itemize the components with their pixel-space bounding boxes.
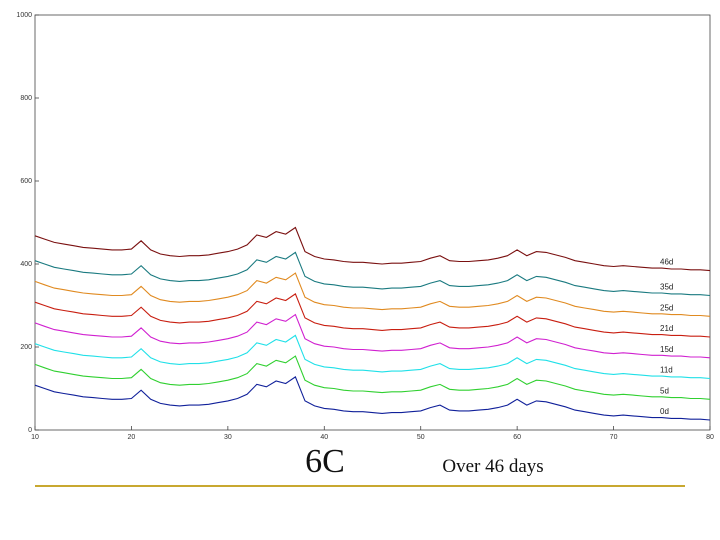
series-line	[34, 272, 711, 317]
chart-subtitle: Over 46 days	[442, 456, 543, 477]
y-tick-label: 0	[28, 427, 32, 434]
series-label: 25d	[660, 303, 673, 312]
x-tick-label: 80	[706, 434, 714, 441]
series-label: 5d	[660, 386, 669, 395]
series-line	[34, 334, 711, 380]
series-line	[34, 251, 711, 297]
x-tick-label: 40	[320, 434, 328, 441]
x-tick-label: 30	[224, 434, 232, 441]
series-label: 46d	[660, 258, 673, 267]
series-line	[34, 226, 711, 272]
series-label: 11d	[660, 366, 673, 375]
y-tick-label: 600	[20, 178, 32, 185]
x-tick-label: 70	[610, 434, 618, 441]
series-label: 0d	[660, 407, 669, 416]
x-tick-label: 50	[417, 434, 425, 441]
series-label: 15d	[660, 345, 673, 354]
chart-title: 6C	[305, 443, 345, 480]
plot-frame	[34, 14, 711, 431]
x-tick-label: 10	[31, 434, 39, 441]
y-tick-label: 800	[20, 95, 32, 102]
x-tick-label: 20	[128, 434, 136, 441]
series-label: 21d	[660, 324, 673, 333]
y-tick-label: 1000	[16, 12, 32, 19]
series-line	[34, 313, 711, 359]
series-line	[34, 293, 711, 338]
y-tick-label: 400	[20, 261, 32, 268]
y-tick-label: 200	[20, 344, 32, 351]
x-tick-label: 60	[513, 434, 521, 441]
series-line	[34, 355, 711, 400]
series-line	[34, 376, 711, 421]
series-label: 35d	[660, 283, 673, 292]
